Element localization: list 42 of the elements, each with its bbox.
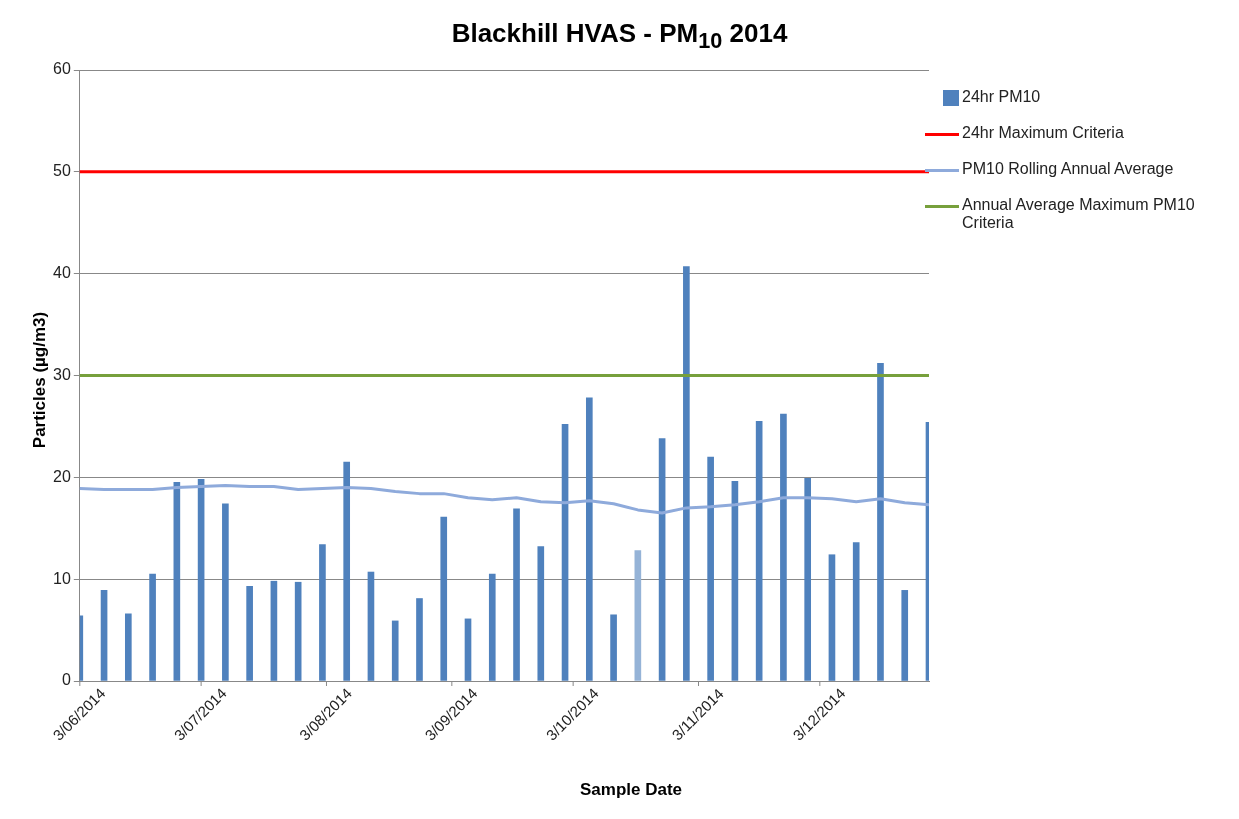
bar [416, 598, 423, 681]
bar [804, 478, 812, 681]
bar [149, 573, 156, 681]
legend-label: 24hr PM10 [962, 88, 1041, 106]
bar [294, 581, 302, 681]
y-tick-label: 20 [53, 467, 71, 485]
bar [124, 613, 132, 681]
y-tick-label: 30 [53, 365, 71, 383]
bar [343, 461, 351, 681]
y-tick-label: 0 [61, 671, 71, 689]
bar [440, 516, 448, 681]
x-axis-title: Sample Date [578, 780, 683, 800]
bar [537, 546, 545, 681]
bar [246, 585, 253, 681]
bar [100, 590, 108, 681]
bar [319, 544, 326, 681]
bar [391, 620, 399, 681]
y-tick-label: 10 [53, 569, 71, 587]
bar [585, 397, 593, 681]
bar [222, 503, 229, 681]
y-axis-title: Particles (µg/m3) [30, 310, 50, 451]
bar [464, 618, 472, 681]
bar [634, 550, 642, 681]
bar [513, 508, 520, 681]
bar [610, 614, 617, 681]
chart-title: Blackhill HVAS - PM$_{10}$ 2014 [450, 18, 789, 55]
y-tick-label: 40 [53, 264, 71, 282]
legend-label: PM10 Rolling Annual Average [962, 160, 1174, 178]
bar [367, 571, 375, 681]
bar [828, 554, 836, 681]
y-tick-label: 50 [53, 162, 71, 180]
bar [488, 573, 496, 681]
y-tick-label: 60 [53, 60, 71, 78]
bar [707, 456, 714, 681]
bar [901, 590, 909, 681]
bar [683, 266, 690, 681]
bar [877, 362, 884, 681]
legend-label: Annual Average Maximum PM10 Criteria [962, 196, 1196, 232]
bar [852, 542, 860, 681]
bar [780, 413, 787, 681]
legend-label: 24hr Maximum Criteria [962, 124, 1124, 142]
bar [270, 580, 278, 681]
